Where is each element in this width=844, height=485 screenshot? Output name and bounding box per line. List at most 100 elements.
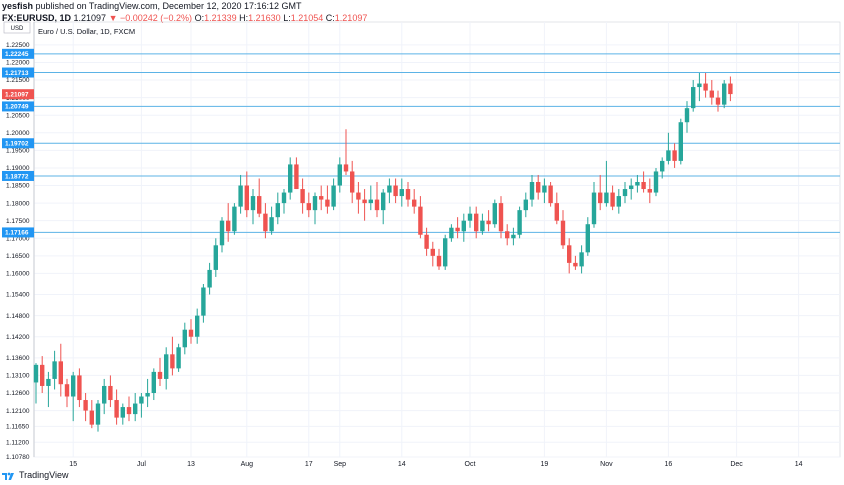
candle-body[interactable] — [288, 164, 293, 193]
candle-body[interactable] — [46, 378, 51, 386]
candle-body[interactable] — [306, 203, 311, 211]
candle-body[interactable] — [517, 210, 522, 235]
candle-body[interactable] — [418, 206, 423, 235]
candle-body[interactable] — [387, 185, 392, 193]
candle-body[interactable] — [238, 185, 243, 207]
candle-body[interactable] — [226, 220, 231, 232]
candle-body[interactable] — [337, 164, 342, 186]
candle-body[interactable] — [102, 385, 107, 404]
candle-body[interactable] — [709, 90, 714, 98]
candle-body[interactable] — [120, 407, 125, 418]
candle-body[interactable] — [188, 329, 194, 337]
candle-body[interactable] — [480, 220, 485, 232]
candle-body[interactable] — [560, 220, 566, 246]
candle-body[interactable] — [523, 199, 528, 211]
candle-body[interactable] — [145, 392, 150, 397]
candle-body[interactable] — [139, 396, 144, 404]
author-name[interactable]: yesfish — [2, 1, 34, 11]
candle-body[interactable] — [89, 410, 94, 425]
candle-body[interactable] — [579, 252, 584, 267]
candle-body[interactable] — [610, 192, 615, 207]
candle-body[interactable] — [722, 83, 727, 105]
candle-body[interactable] — [219, 220, 225, 246]
candle-body[interactable] — [362, 199, 367, 204]
candle-body[interactable] — [269, 217, 274, 232]
candle-body[interactable] — [511, 234, 516, 239]
candle-body[interactable] — [567, 245, 572, 263]
candle-body[interactable] — [275, 203, 280, 218]
candle-body[interactable] — [684, 108, 690, 123]
candle-body[interactable] — [486, 220, 491, 225]
candle-body[interactable] — [529, 182, 535, 200]
candle-body[interactable] — [424, 234, 429, 249]
candle-body[interactable] — [598, 192, 603, 204]
candle-body[interactable] — [133, 403, 138, 415]
candle-body[interactable] — [399, 189, 404, 197]
candle-body[interactable] — [319, 196, 324, 200]
candle-body[interactable] — [393, 185, 398, 197]
candle-body[interactable] — [461, 220, 466, 232]
candle-body[interactable] — [201, 287, 206, 316]
candle-body[interactable] — [71, 375, 76, 397]
candle-body[interactable] — [505, 231, 510, 239]
candle-body[interactable] — [114, 400, 119, 418]
candle-body[interactable] — [715, 97, 721, 105]
candle-body[interactable] — [436, 255, 442, 267]
candle-body[interactable] — [331, 185, 336, 207]
candle-body[interactable] — [697, 83, 702, 88]
candle-body[interactable] — [616, 196, 621, 207]
candle-body[interactable] — [474, 213, 479, 232]
candle-body[interactable] — [343, 164, 349, 172]
candle-body[interactable] — [548, 185, 553, 204]
candle-body[interactable] — [294, 164, 299, 190]
candle-body[interactable] — [622, 189, 628, 197]
candle-body[interactable] — [573, 262, 578, 267]
candle-body[interactable] — [635, 182, 640, 186]
candle-body[interactable] — [368, 199, 373, 204]
candle-body[interactable] — [629, 185, 634, 190]
candle-body[interactable] — [443, 238, 448, 267]
candle-body[interactable] — [151, 371, 156, 393]
candle-body[interactable] — [250, 196, 256, 211]
candle-body[interactable] — [77, 375, 82, 401]
candle-body[interactable] — [678, 122, 683, 161]
candle-body[interactable] — [356, 192, 361, 200]
candle-body[interactable] — [542, 185, 547, 193]
candle-body[interactable] — [232, 206, 237, 232]
candle-body[interactable] — [83, 400, 88, 411]
candle-body[interactable] — [64, 384, 70, 397]
candle-body[interactable] — [641, 182, 646, 190]
candle-body[interactable] — [195, 315, 200, 337]
candle-body[interactable] — [672, 150, 677, 161]
candle-body[interactable] — [312, 196, 318, 211]
candle-body[interactable] — [207, 269, 212, 288]
candle-body[interactable] — [58, 361, 63, 385]
candle-body[interactable] — [325, 199, 330, 207]
candle-body[interactable] — [213, 245, 218, 270]
candle-body[interactable] — [381, 192, 386, 211]
candle-body[interactable] — [126, 407, 132, 415]
candle-body[interactable] — [40, 364, 45, 386]
candle-body[interactable] — [492, 203, 497, 225]
candle-body[interactable] — [467, 213, 473, 221]
candle-body[interactable] — [108, 385, 113, 401]
candle-body[interactable] — [536, 182, 541, 193]
candle-body[interactable] — [666, 150, 671, 161]
candle-body[interactable] — [647, 189, 652, 193]
brand-label[interactable]: TradingView — [19, 470, 69, 480]
candle-body[interactable] — [263, 213, 268, 232]
candle-body[interactable] — [660, 160, 665, 172]
candle-body[interactable] — [281, 192, 287, 204]
candle-body[interactable] — [498, 203, 504, 232]
candle-body[interactable] — [455, 227, 460, 232]
candle-body[interactable] — [182, 329, 187, 348]
candle-body[interactable] — [554, 203, 559, 221]
candle-body[interactable] — [350, 171, 355, 193]
candle-body[interactable] — [257, 196, 262, 214]
candle-body[interactable] — [604, 192, 609, 204]
candle-body[interactable] — [430, 248, 435, 256]
candle-body[interactable] — [653, 171, 659, 193]
candle-body[interactable] — [157, 371, 163, 379]
candle-body[interactable] — [728, 83, 733, 95]
